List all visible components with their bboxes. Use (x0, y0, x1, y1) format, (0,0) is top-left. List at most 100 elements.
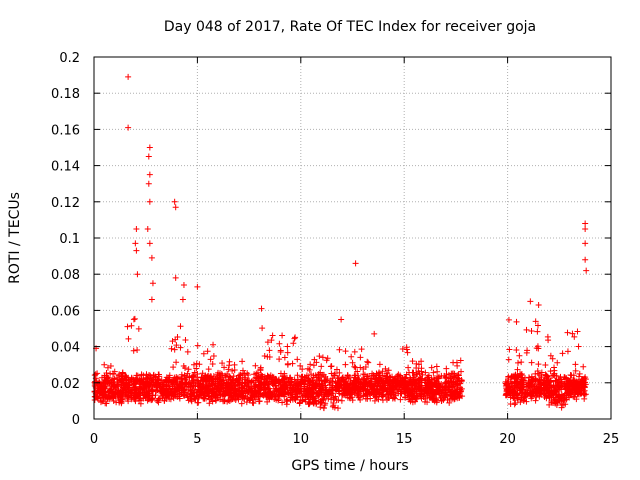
data-point (273, 396, 280, 403)
data-point (284, 398, 291, 405)
data-point (126, 382, 133, 389)
y-tick-label: 0.18 (51, 87, 80, 102)
data-point (247, 388, 254, 395)
data-point (223, 387, 230, 394)
data-point (269, 378, 276, 385)
y-tick-label: 0.16 (51, 123, 80, 138)
data-point (576, 370, 583, 377)
data-point (184, 348, 191, 355)
data-point (161, 397, 168, 404)
x-tick-label: 15 (396, 432, 413, 447)
data-point (285, 390, 292, 397)
data-point (304, 365, 311, 372)
data-point (503, 392, 510, 399)
data-point (146, 240, 153, 247)
data-point (301, 385, 308, 392)
data-point (281, 374, 288, 381)
data-point (258, 381, 265, 388)
data-point (349, 359, 356, 366)
data-point (341, 376, 348, 383)
data-point (517, 379, 524, 386)
data-point (423, 380, 430, 387)
data-point (310, 394, 317, 401)
data-point (318, 380, 325, 387)
data-point (265, 373, 272, 380)
data-point (196, 361, 203, 368)
data-point (269, 332, 276, 339)
data-point (576, 381, 583, 388)
data-point (176, 393, 183, 400)
data-point (226, 373, 233, 380)
data-point (395, 371, 402, 378)
y-tick-label: 0.02 (51, 377, 80, 392)
data-point (547, 368, 554, 375)
data-point (130, 347, 137, 354)
data-point (407, 380, 414, 387)
data-point (349, 389, 356, 396)
data-point (322, 389, 329, 396)
data-point (103, 393, 110, 400)
data-point (218, 386, 225, 393)
data-point (529, 386, 536, 393)
data-point (519, 384, 526, 391)
data-point (192, 396, 199, 403)
y-axis-label: ROTI / TECUs (7, 192, 23, 284)
data-point (351, 379, 358, 386)
data-point (338, 316, 345, 323)
data-point (305, 387, 312, 394)
data-point (144, 225, 151, 232)
data-point (160, 392, 167, 399)
data-point (188, 398, 195, 405)
data-point (124, 323, 131, 330)
data-point (368, 372, 375, 379)
data-point (225, 397, 232, 404)
data-point (415, 368, 422, 375)
data-point (297, 362, 304, 369)
data-point (146, 198, 153, 205)
data-point (549, 389, 556, 396)
data-point (155, 371, 162, 378)
data-point (545, 337, 552, 344)
data-point (313, 380, 320, 387)
data-point (131, 315, 138, 322)
data-point (316, 353, 323, 360)
x-tick-label: 5 (193, 432, 201, 447)
data-point (434, 374, 441, 381)
data-point (446, 386, 453, 393)
data-point (252, 362, 259, 369)
data-point (235, 376, 242, 383)
data-point (364, 383, 371, 390)
data-point (514, 366, 521, 373)
data-point (249, 377, 256, 384)
data-point (388, 391, 395, 398)
data-point (427, 394, 434, 401)
data-point (373, 390, 380, 397)
data-point (294, 356, 301, 363)
data-point (117, 377, 124, 384)
y-tick-labels: 0 0.02 0.04 0.06 0.08 0.1 0.12 0.14 0.16 0.18 0.2 (51, 51, 80, 428)
data-point (182, 336, 189, 343)
data-point (281, 354, 288, 361)
data-point (571, 333, 578, 340)
data-point (351, 363, 358, 370)
data-point (402, 375, 409, 382)
data-point (157, 381, 164, 388)
data-point (241, 370, 248, 377)
data-point (417, 375, 424, 382)
data-point (403, 346, 410, 353)
data-point (519, 374, 526, 381)
data-point (97, 386, 104, 393)
data-point (334, 405, 341, 412)
data-point (231, 367, 238, 374)
data-point (582, 225, 589, 232)
data-point (457, 357, 464, 364)
data-point (354, 368, 361, 375)
data-point (355, 391, 362, 398)
data-point (194, 283, 201, 290)
data-point (409, 388, 416, 395)
data-point (409, 369, 416, 376)
data-point (418, 365, 425, 372)
axis-ticks (93, 56, 612, 420)
data-point (442, 389, 449, 396)
data-point (168, 345, 175, 352)
